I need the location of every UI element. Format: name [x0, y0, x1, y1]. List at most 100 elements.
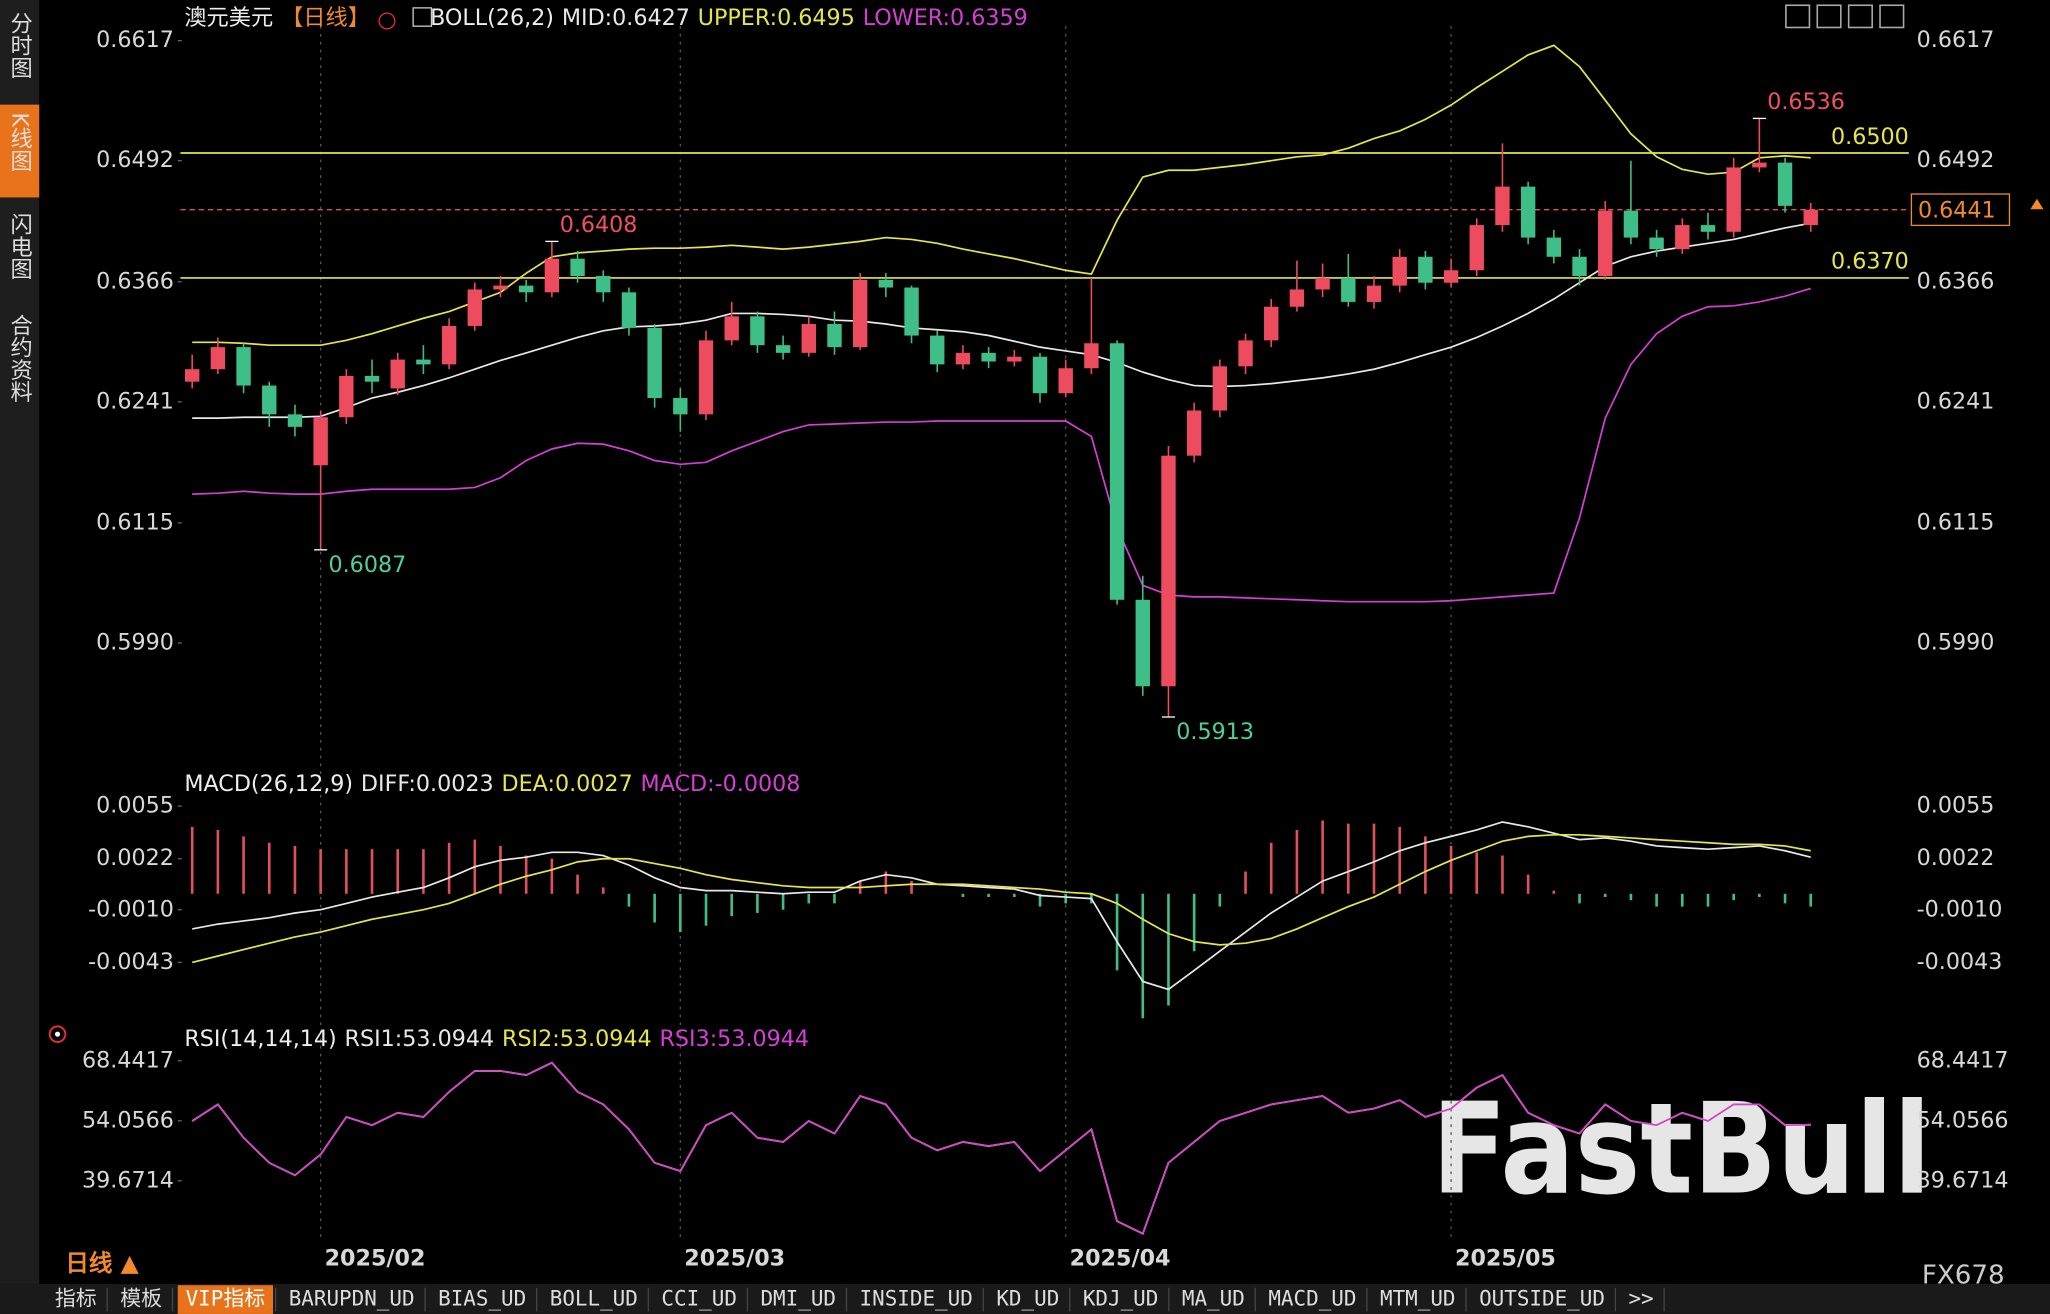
icon[interactable]: [1816, 4, 1842, 29]
candle-body: [775, 345, 791, 353]
x-tick-label: 2025/04: [1070, 1246, 1171, 1272]
candle-body: [801, 324, 816, 353]
series-line: [192, 821, 1811, 991]
icon[interactable]: [1879, 4, 1905, 29]
candle-body: [904, 287, 919, 336]
tab[interactable]: BIAS_UD: [438, 1287, 526, 1311]
y-tick-label: 0.6241: [96, 388, 174, 414]
tab[interactable]: MTM_UD: [1380, 1287, 1456, 1311]
y-tick-label: 0.0055: [96, 793, 174, 819]
candle-body: [544, 258, 560, 293]
candle-body: [1366, 285, 1382, 302]
tab[interactable]: KDJ_UD: [1083, 1287, 1159, 1311]
y-tick-label: -0.0010: [88, 896, 174, 922]
candle-body: [1032, 356, 1048, 394]
y-tick-label-right: 0.6492: [1917, 147, 1995, 173]
y-tick-label: 39.6714: [82, 1167, 174, 1193]
candle-body: [1084, 343, 1099, 369]
candle-body: [1264, 306, 1279, 341]
tab[interactable]: CCI_UD: [661, 1287, 737, 1311]
tab[interactable]: OUTSIDE_UD: [1479, 1287, 1605, 1311]
candle-body: [493, 285, 508, 290]
legend-entry: RSI1:53.0944: [345, 1026, 495, 1052]
icon[interactable]: [1785, 4, 1811, 29]
y-tick-label-right: 0.0022: [1917, 845, 1995, 871]
candle-body: [1212, 366, 1228, 411]
legend-entry: DIFF:0.0023: [361, 771, 494, 797]
y-tick-label-right: 39.6714: [1917, 1167, 2009, 1193]
y-tick-label: 0.6617: [96, 27, 174, 53]
x-tick-label: 2025/05: [1455, 1246, 1556, 1272]
tab[interactable]: 指标: [55, 1287, 97, 1311]
period-label[interactable]: 日线 ▲: [65, 1249, 139, 1277]
sidebar-item[interactable]: 分时图: [7, 11, 33, 78]
icon: [378, 12, 396, 30]
horizontal-line-label: 0.6500: [1831, 124, 1909, 150]
sidebar-item[interactable]: 闪电图: [7, 213, 33, 280]
tab[interactable]: >>: [1628, 1287, 1653, 1311]
candle-body: [441, 325, 457, 365]
tab[interactable]: KD_UD: [996, 1287, 1059, 1311]
tab[interactable]: INSIDE_UD: [860, 1287, 973, 1311]
y-tick-label-right: 0.6241: [1917, 388, 1995, 414]
legend-entry: RSI3:53.0944: [659, 1026, 809, 1052]
candle-body: [262, 385, 277, 415]
tab[interactable]: BARUPDN_UD: [289, 1287, 415, 1311]
candle-body: [339, 375, 354, 418]
y-tick-label: 0.6115: [96, 509, 174, 535]
y-tick-label-right: 0.6366: [1917, 268, 1995, 294]
tab[interactable]: DMI_UD: [760, 1287, 836, 1311]
tab-active: [177, 1285, 274, 1314]
tab[interactable]: BOLL_UD: [550, 1287, 638, 1311]
tab[interactable]: VIP指标: [186, 1287, 266, 1311]
y-tick-label-right: 68.4417: [1917, 1047, 2009, 1073]
y-tick-label: 0.6492: [96, 147, 174, 173]
tab[interactable]: MA_UD: [1182, 1287, 1245, 1311]
candle-body: [364, 375, 380, 382]
series-line: [192, 44, 1811, 347]
sidebar-item[interactable]: K线图: [7, 112, 33, 171]
candle-body: [698, 340, 714, 415]
last-price-box: [1910, 193, 2011, 227]
chart-subtitle: 【日线】: [281, 5, 370, 31]
candle-body: [1392, 256, 1407, 286]
candle-body: [313, 417, 328, 466]
y-tick-label-right: 0.5990: [1917, 630, 1995, 656]
y-tick-label: -0.0043: [88, 949, 174, 975]
tab[interactable]: 模板: [120, 1287, 162, 1311]
candle-body: [1007, 356, 1022, 362]
candle-body: [184, 369, 200, 382]
icon: [412, 7, 433, 27]
candle-body: [287, 414, 303, 427]
y-tick-label: 54.0566: [82, 1107, 174, 1133]
candle-body: [1777, 162, 1793, 206]
y-tick-label: 0.5990: [96, 630, 174, 656]
sidebar-item[interactable]: 合约资料: [7, 313, 33, 403]
candle-body: [1649, 237, 1664, 250]
candle-body: [210, 347, 226, 370]
tab[interactable]: MACD_UD: [1268, 1287, 1356, 1311]
series-line: [191, 1061, 1811, 1235]
candle-body: [673, 398, 688, 415]
candle-body: [467, 289, 482, 326]
candle-body: [1598, 210, 1613, 276]
sidebar: [0, 0, 40, 1284]
y-tick-label-right: 0.6115: [1917, 509, 1995, 535]
legend-entry: MACD:-0.0008: [641, 771, 801, 797]
candle-body: [1469, 225, 1484, 271]
candle-body: [1341, 277, 1356, 302]
candle-body: [1058, 368, 1073, 394]
y-tick-label-right: -0.0010: [1917, 896, 2003, 922]
series-line: [192, 222, 1811, 419]
candle-body: [1443, 270, 1459, 283]
candle-body: [647, 327, 662, 399]
candle-body: [236, 347, 251, 386]
legend-entry: RSI2:53.0944: [502, 1026, 652, 1052]
candle-body: [518, 285, 534, 293]
x-tick-label: 2025/02: [325, 1246, 426, 1272]
y-tick-label-right: 0.0055: [1917, 793, 1995, 819]
icon[interactable]: [1847, 4, 1873, 29]
legend-entry: MID:0.6427: [562, 5, 690, 31]
icon: [54, 1031, 61, 1037]
